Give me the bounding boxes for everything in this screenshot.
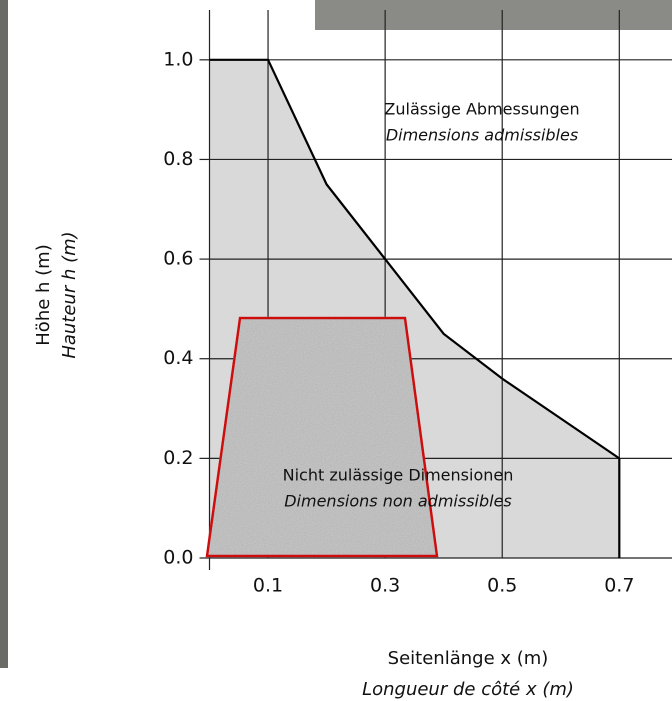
x-axis-label: Seitenlänge x (m) [388, 648, 549, 669]
x-tick-label: 0.5 [487, 575, 517, 597]
annotation: Dimensions admissibles [386, 126, 578, 145]
y-tick-label: 0.2 [163, 447, 193, 469]
y-axis-label: Hauteur h (m) [59, 231, 80, 358]
x-axis-label: Longueur de côté x (m) [362, 679, 574, 700]
photo-edge [0, 0, 8, 668]
x-tick-label: 0.1 [253, 575, 283, 597]
y-tick-label: 0.0 [163, 547, 193, 569]
y-tick-label: 0.6 [163, 248, 193, 270]
annotation: Zulässige Abmessungen [384, 100, 579, 119]
x-tick-label: 0.7 [604, 575, 634, 597]
y-axis-label: Höhe h (m) [33, 244, 54, 345]
y-tick-label: 0.8 [163, 148, 193, 170]
y-tick-label: 0.4 [163, 347, 193, 369]
x-tick-label: 0.3 [370, 575, 400, 597]
stone-overlay [207, 318, 437, 556]
chart: 0.0 0.2 0.4 0.6 0.8 1.0 0.1 0.3 0.5 0.7 Zulässige… [0, 0, 672, 701]
annotation: Dimensions non admissibles [284, 492, 512, 511]
annotation: Nicht zulässige Dimensionen [283, 466, 514, 485]
photo-strip [315, 0, 672, 30]
y-tick-label: 1.0 [163, 48, 193, 70]
